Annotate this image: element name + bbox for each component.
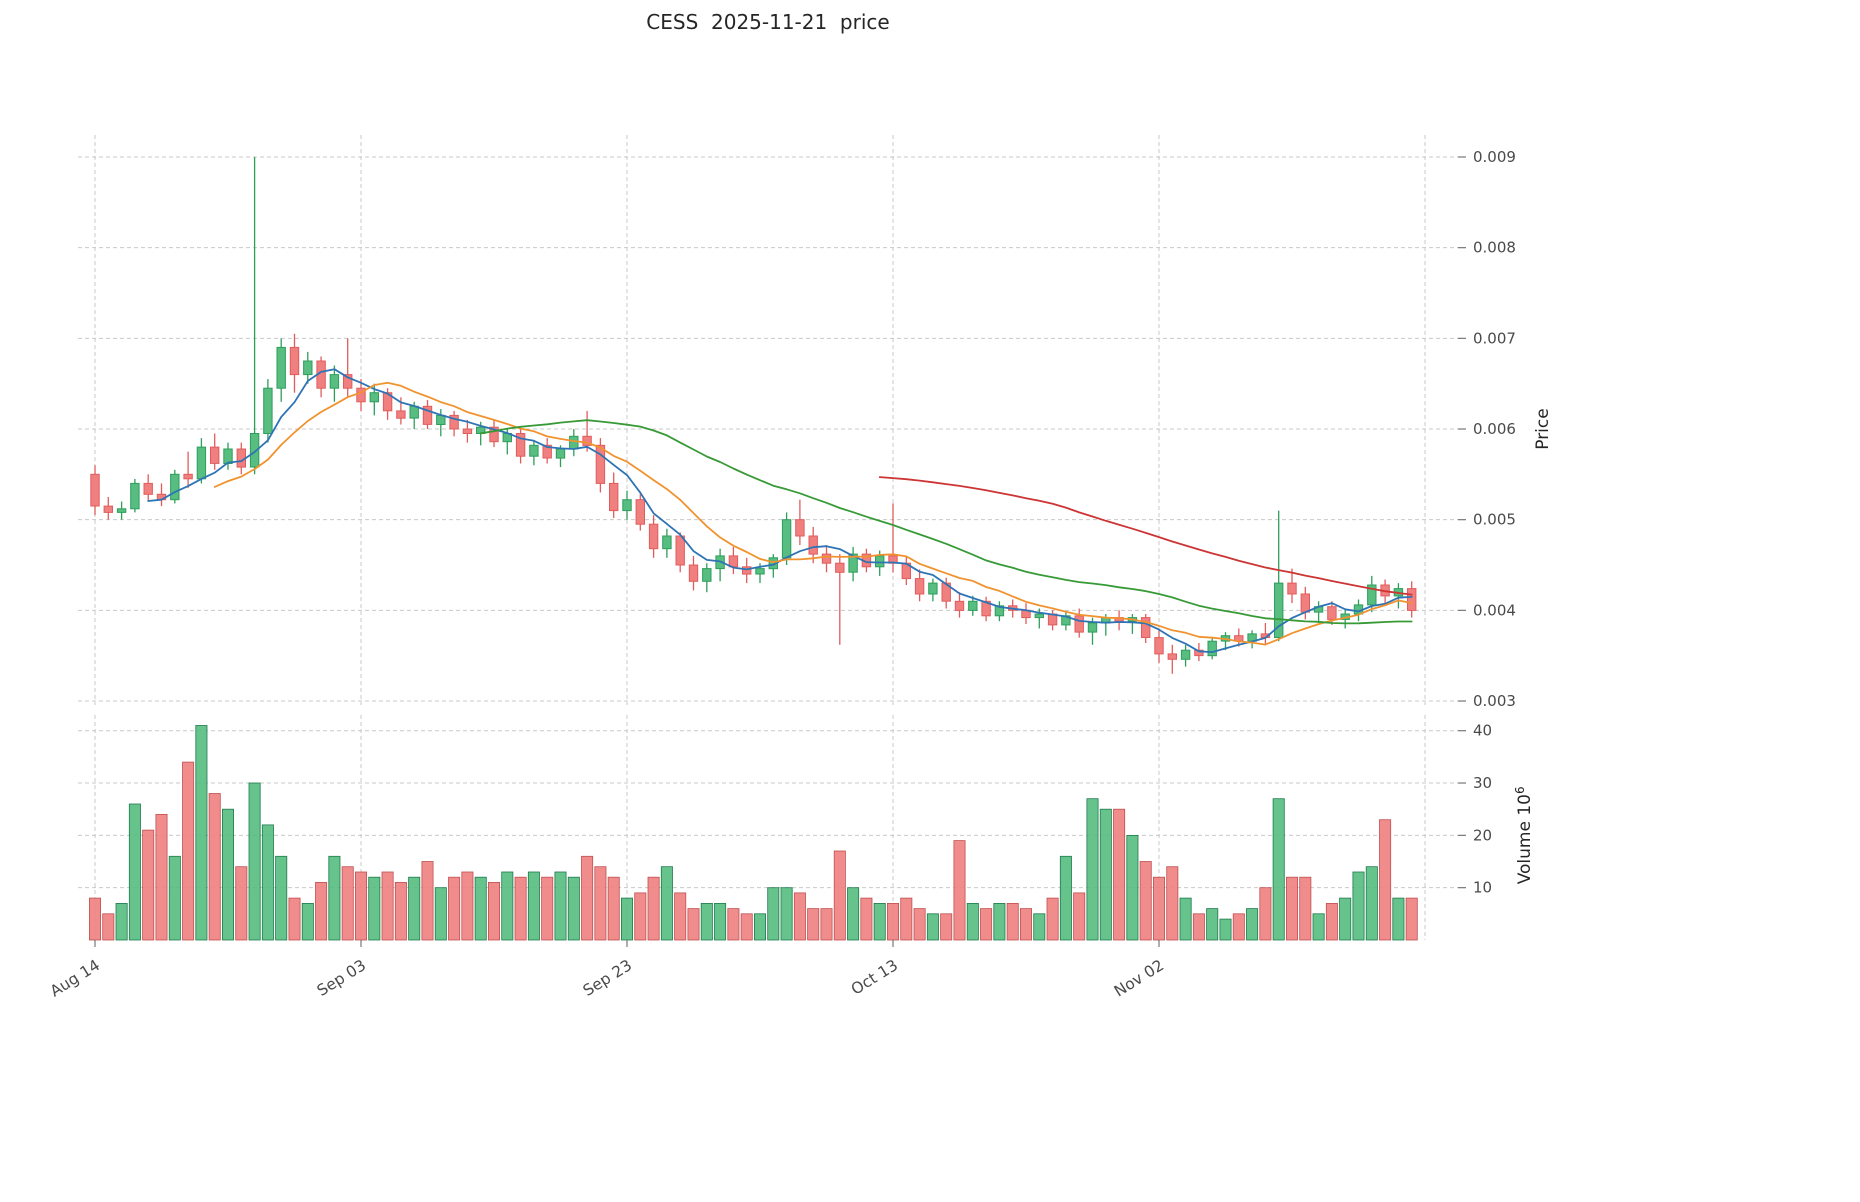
svg-text:0.006: 0.006 [1473, 420, 1516, 438]
svg-text:0.009: 0.009 [1473, 148, 1516, 166]
svg-text:0.005: 0.005 [1473, 511, 1516, 529]
svg-text:40: 40 [1473, 722, 1492, 740]
svg-text:20: 20 [1473, 826, 1492, 844]
svg-text:0.003: 0.003 [1473, 692, 1516, 710]
svg-text:0.004: 0.004 [1473, 601, 1516, 619]
svg-text:Aug 14: Aug 14 [47, 956, 103, 1000]
svg-text:10: 10 [1473, 879, 1492, 897]
svg-text:0.008: 0.008 [1473, 239, 1516, 257]
moving-average-lines [147, 368, 1413, 653]
volume-bars [89, 725, 1418, 941]
chart-title: CESS 2025-11-21 price [646, 10, 890, 34]
gridlines [78, 135, 1458, 940]
svg-text:Sep 23: Sep 23 [580, 956, 635, 1000]
svg-text:Oct 13: Oct 13 [848, 956, 901, 999]
volume-axis-label: Volume 106 [1513, 786, 1535, 884]
candles [90, 157, 1417, 674]
axis-titles: Price Volume 106 [1513, 408, 1553, 884]
svg-text:30: 30 [1473, 774, 1492, 792]
price-axis-label: Price [1533, 408, 1553, 449]
svg-text:0.007: 0.007 [1473, 329, 1516, 347]
svg-text:Nov 02: Nov 02 [1111, 956, 1167, 1000]
svg-text:Sep 03: Sep 03 [314, 956, 369, 1000]
